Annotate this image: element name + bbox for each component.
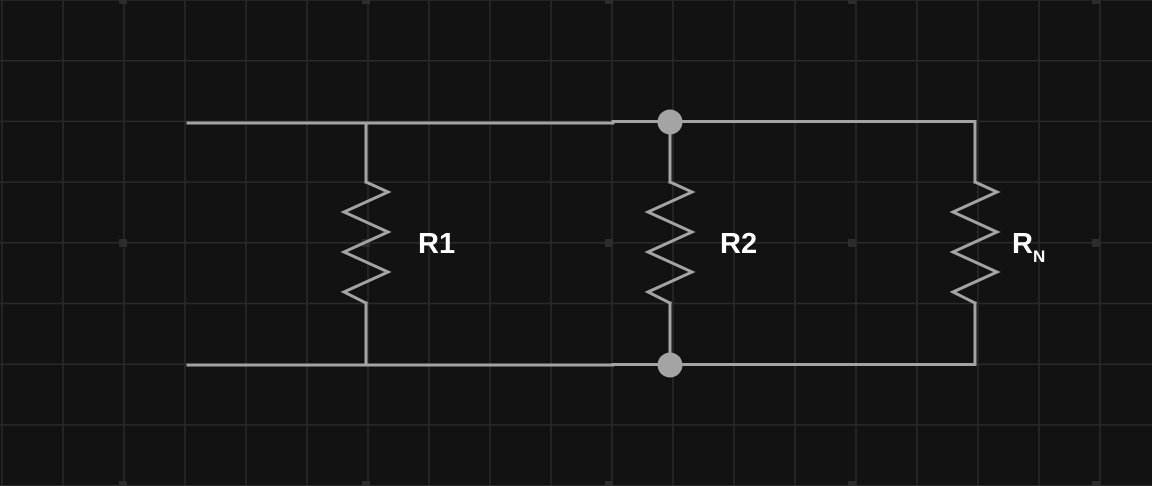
rn-label: R xyxy=(1012,228,1033,260)
grid-marker xyxy=(605,239,613,247)
grid-marker xyxy=(362,0,370,4)
grid-marker xyxy=(1092,0,1100,4)
r2-label: R2 xyxy=(720,228,757,260)
bottom-junction-node xyxy=(657,352,683,378)
r1-resistor-symbol xyxy=(340,180,392,306)
rn-label-subscript: N xyxy=(1033,247,1045,266)
grid-marker xyxy=(362,481,370,486)
grid-marker xyxy=(1092,481,1100,486)
grid-marker xyxy=(605,0,613,4)
grid-marker xyxy=(848,0,856,4)
rn-resistor-symbol xyxy=(949,180,1001,306)
grid-marker xyxy=(119,239,127,247)
grid-marker xyxy=(119,0,127,4)
top-junction-node xyxy=(657,109,683,135)
grid-marker xyxy=(605,481,613,486)
grid-marker xyxy=(1092,239,1100,247)
r1-label: R1 xyxy=(418,228,455,260)
r2-resistor-symbol xyxy=(644,180,696,306)
grid-marker xyxy=(848,239,856,247)
grid-marker xyxy=(848,481,856,486)
grid-marker xyxy=(119,481,127,486)
